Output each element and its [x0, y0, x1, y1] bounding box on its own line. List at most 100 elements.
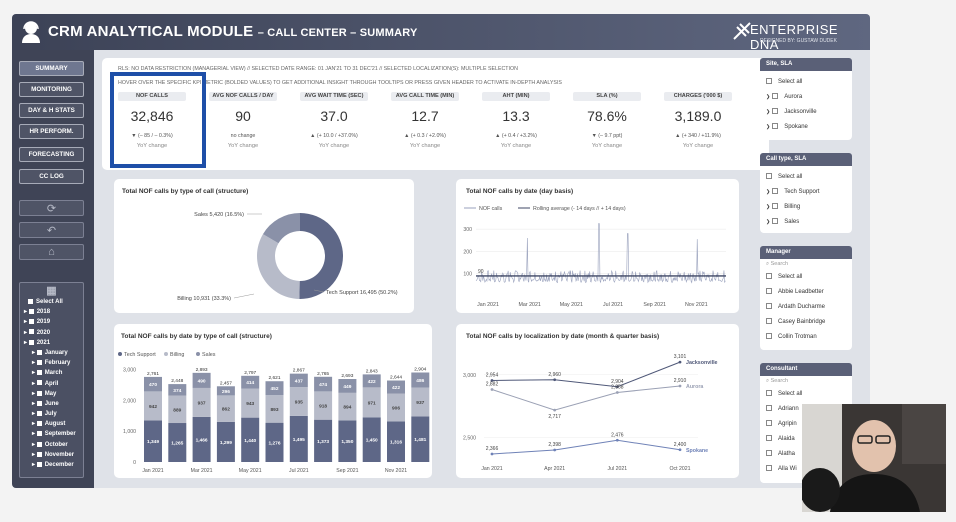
data-point[interactable]	[553, 408, 557, 412]
bar-sales[interactable]	[144, 376, 162, 392]
slicer-item[interactable]: Casey Bainbridge	[766, 315, 852, 330]
expand-chevron-icon[interactable]: ▸	[32, 390, 37, 397]
kpi-label[interactable]: AHT (MIN)	[482, 92, 550, 101]
data-point[interactable]	[615, 391, 619, 394]
kpi-card[interactable]: AVG WAIT TIME (SEC) 37.0 ▲ (+ 10.0 / +37.0…	[300, 92, 368, 164]
nav-hr-perform-button[interactable]: HR PERFORM.	[19, 124, 84, 139]
checkbox[interactable]	[28, 339, 34, 345]
bar-billing[interactable]	[192, 387, 211, 417]
expand-chevron-icon[interactable]: ▸	[24, 309, 29, 316]
expand-chevron-icon[interactable]: ❯	[766, 109, 771, 115]
expand-chevron-icon[interactable]: ▸	[32, 431, 37, 438]
tree-month-item[interactable]: ▸ May	[20, 389, 83, 399]
tree-month-item[interactable]: ▸ October	[20, 440, 83, 450]
checkbox[interactable]	[766, 78, 772, 85]
manager-search-input[interactable]: ⌕ Search	[766, 261, 789, 267]
kpi-card[interactable]: CHARGES ('000 $) 3,189.0 ▲ (+ 340 / +11.9%…	[664, 92, 732, 164]
bar-billing[interactable]	[216, 395, 235, 422]
checkbox[interactable]	[36, 370, 42, 376]
kpi-card[interactable]: SLA (%) 78.6% ▼ (– 9.7 ppt) YoY change	[573, 92, 641, 164]
data-point[interactable]	[490, 379, 494, 382]
checkbox[interactable]	[766, 173, 772, 180]
bar-sales[interactable]	[216, 386, 235, 396]
tree-select-all[interactable]: Select All	[20, 297, 83, 307]
bar-sales[interactable]	[289, 373, 308, 388]
slicer-item[interactable]: ❯ Aurora	[766, 90, 852, 105]
data-point[interactable]	[678, 384, 682, 388]
bar-tech-support[interactable]	[338, 420, 357, 462]
expand-chevron-icon[interactable]: ▸	[32, 451, 37, 458]
checkbox[interactable]	[766, 390, 772, 397]
expand-chevron-icon[interactable]: ▸	[32, 380, 37, 387]
bar-sales[interactable]	[362, 374, 381, 388]
kpi-card[interactable]: NOF CALLS 32,846 ▼ (– 85 / – 0.3%) YoY chan…	[118, 92, 186, 164]
nav-cc-log-button[interactable]: CC LOG	[19, 169, 84, 184]
kpi-label[interactable]: SLA (%)	[573, 92, 641, 101]
bar-billing[interactable]	[241, 388, 260, 418]
tree-year-item[interactable]: ▸ 2021	[20, 338, 83, 348]
nav-summary-button[interactable]: SUMMARY	[19, 61, 84, 76]
tree-month-item[interactable]: ▸ November	[20, 450, 83, 460]
bar-sales[interactable]	[338, 379, 357, 393]
back-button[interactable]: ↶	[19, 222, 84, 238]
consultant-search-input[interactable]: ⌕ Search	[766, 378, 789, 384]
bar-tech-support[interactable]	[289, 415, 308, 462]
data-point[interactable]	[553, 378, 557, 382]
tree-month-item[interactable]: ▸ September	[20, 429, 83, 439]
expand-chevron-icon[interactable]: ▸	[32, 370, 37, 377]
bar-tech-support[interactable]	[314, 419, 333, 462]
slicer-item[interactable]: Alatha	[766, 447, 852, 462]
bar-sales[interactable]	[192, 372, 211, 388]
slicer-item[interactable]: ❯ Tech Support	[766, 185, 852, 200]
expand-chevron-icon[interactable]: ▸	[32, 400, 37, 407]
checkbox[interactable]	[772, 203, 779, 210]
checkbox[interactable]	[772, 93, 779, 100]
data-point[interactable]	[553, 448, 557, 452]
kpi-label[interactable]: AVG NOF CALLS / DAY	[209, 92, 277, 101]
tree-year-item[interactable]: ▸ 2018	[20, 307, 83, 317]
checkbox[interactable]	[766, 273, 772, 280]
bar-billing[interactable]	[362, 387, 381, 418]
kpi-label[interactable]: AVG WAIT TIME (SEC)	[300, 92, 368, 101]
series-line-spokane[interactable]	[491, 439, 681, 455]
tree-month-item[interactable]: ▸ June	[20, 399, 83, 409]
expand-chevron-icon[interactable]: ❯	[766, 219, 771, 225]
series-line-nof-calls[interactable]	[475, 223, 726, 284]
checkbox[interactable]	[766, 420, 772, 427]
bar-tech-support[interactable]	[362, 417, 381, 462]
bar-billing[interactable]	[387, 393, 405, 422]
nav-monitoring-button[interactable]: MONITORING	[19, 82, 84, 97]
bar-billing[interactable]	[314, 391, 333, 420]
checkbox[interactable]	[36, 400, 42, 406]
tree-month-item[interactable]: ▸ August	[20, 419, 83, 429]
home-button[interactable]: ⌂	[19, 244, 84, 260]
series-line-jacksonville[interactable]	[491, 361, 681, 388]
tree-year-item[interactable]: ▸ 2020	[20, 328, 83, 338]
slicer-item[interactable]: ❯ Jacksonville	[766, 105, 852, 120]
checkbox[interactable]	[36, 441, 42, 447]
checkbox[interactable]	[766, 288, 772, 295]
expand-chevron-icon[interactable]: ▸	[32, 411, 37, 418]
expand-chevron-icon[interactable]: ❯	[766, 94, 771, 100]
data-point[interactable]	[615, 438, 619, 442]
checkbox[interactable]	[766, 450, 772, 457]
bar-tech-support[interactable]	[216, 421, 235, 462]
checkbox[interactable]	[772, 188, 779, 195]
data-point[interactable]	[678, 448, 682, 452]
kpi-card[interactable]: AVG NOF CALLS / DAY 90 no change YoY change	[209, 92, 277, 164]
expand-chevron-icon[interactable]: ▸	[32, 360, 37, 367]
checkbox[interactable]	[772, 123, 779, 130]
checkbox[interactable]	[36, 349, 42, 355]
checkbox[interactable]	[766, 318, 772, 325]
checkbox[interactable]	[772, 108, 779, 115]
slicer-item[interactable]: Abbie Leadbetter	[766, 285, 852, 300]
checkbox[interactable]	[766, 435, 772, 442]
slicer-item[interactable]: Ardath Ducharme	[766, 300, 852, 315]
tree-month-item[interactable]: ▸ April	[20, 379, 83, 389]
tree-year-item[interactable]: ▸ 2019	[20, 317, 83, 327]
checkbox[interactable]	[36, 360, 42, 366]
bar-tech-support[interactable]	[168, 423, 187, 462]
expand-chevron-icon[interactable]: ❯	[766, 124, 771, 130]
bar-sales[interactable]	[314, 376, 333, 392]
tree-month-item[interactable]: ▸ March	[20, 368, 83, 378]
